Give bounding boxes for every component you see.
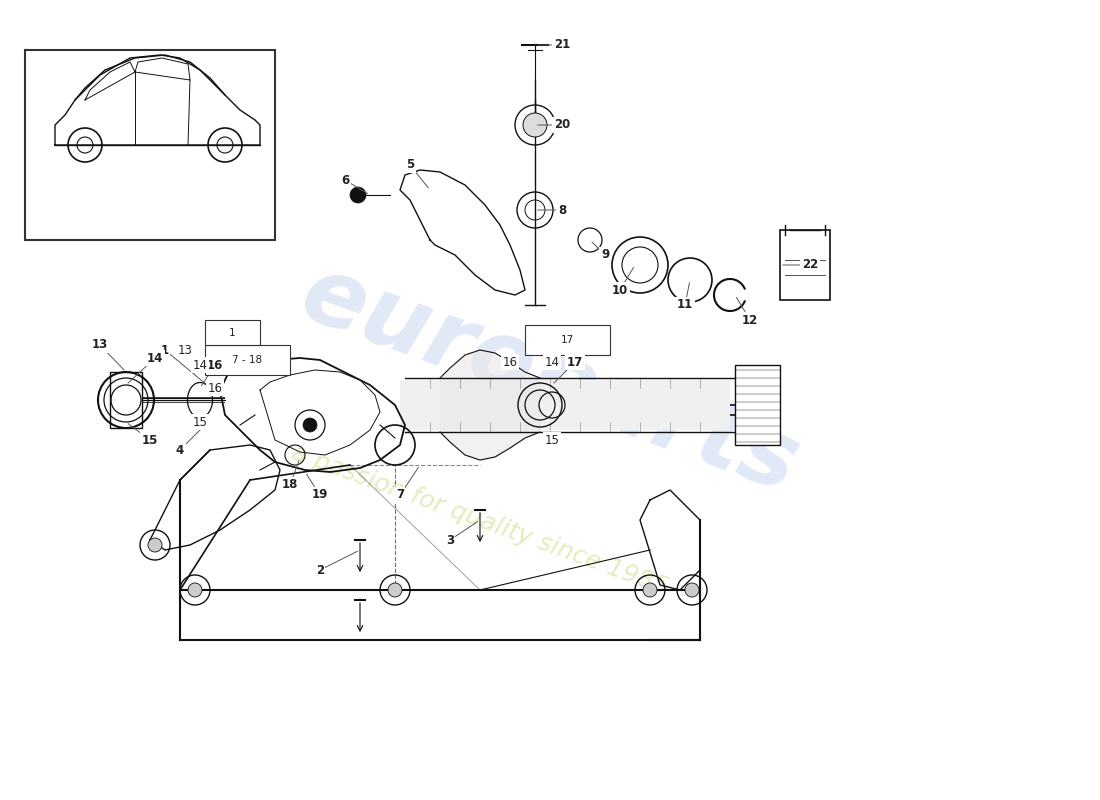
Text: 7 - 18: 7 - 18 xyxy=(232,355,262,365)
Bar xyxy=(735,365,780,445)
Text: 21: 21 xyxy=(554,38,570,51)
Text: 2: 2 xyxy=(316,563,324,577)
Text: 13: 13 xyxy=(92,338,108,351)
Text: 18: 18 xyxy=(282,478,298,491)
Bar xyxy=(205,320,260,345)
Circle shape xyxy=(188,583,202,597)
Bar xyxy=(400,380,730,430)
Text: 14: 14 xyxy=(544,355,560,369)
Text: 12: 12 xyxy=(741,314,758,326)
Circle shape xyxy=(685,583,698,597)
Text: 4: 4 xyxy=(176,443,184,457)
Text: 17: 17 xyxy=(560,335,573,345)
Text: 14: 14 xyxy=(192,358,208,371)
Bar xyxy=(110,372,142,428)
Text: 11: 11 xyxy=(676,298,693,311)
Text: 15: 15 xyxy=(544,434,560,446)
Text: 19: 19 xyxy=(311,489,328,502)
Text: 3: 3 xyxy=(446,534,454,546)
Bar xyxy=(25,50,275,240)
Circle shape xyxy=(148,538,162,552)
Text: 1: 1 xyxy=(161,343,169,357)
Text: 6: 6 xyxy=(341,174,349,186)
Circle shape xyxy=(350,187,366,203)
Text: 17: 17 xyxy=(566,355,583,369)
Text: 16: 16 xyxy=(208,382,222,394)
Circle shape xyxy=(644,583,657,597)
Text: europarts: europarts xyxy=(289,247,811,513)
Text: 5: 5 xyxy=(406,158,414,171)
Circle shape xyxy=(522,113,547,137)
Text: 8: 8 xyxy=(558,203,566,217)
Text: 13: 13 xyxy=(177,343,192,357)
Text: 7: 7 xyxy=(396,489,404,502)
Text: 15: 15 xyxy=(142,434,158,446)
Text: 20: 20 xyxy=(554,118,570,131)
Bar xyxy=(205,345,290,375)
Text: 1: 1 xyxy=(229,328,235,338)
Text: a passion for quality since 1985: a passion for quality since 1985 xyxy=(288,441,672,599)
Text: 15: 15 xyxy=(192,415,208,429)
Text: 9: 9 xyxy=(601,249,609,262)
Bar xyxy=(525,325,610,355)
Text: 14: 14 xyxy=(146,351,163,365)
Bar xyxy=(780,230,830,300)
Text: 16: 16 xyxy=(503,355,517,369)
Text: 16: 16 xyxy=(207,358,223,371)
Circle shape xyxy=(302,418,317,432)
Text: 22: 22 xyxy=(802,258,818,271)
Text: 10: 10 xyxy=(612,283,628,297)
Circle shape xyxy=(388,583,401,597)
